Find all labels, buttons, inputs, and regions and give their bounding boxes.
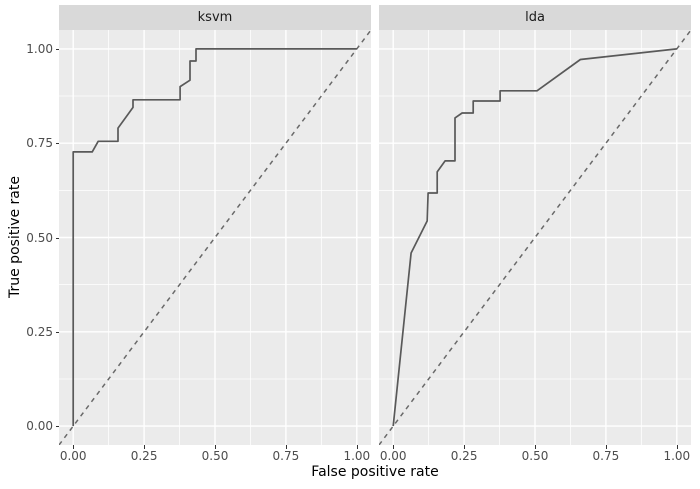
roc-panel-ksvm [59,30,371,445]
x-tick-mark [285,445,287,449]
y-tick-label: 0.50 [26,230,53,245]
facet-strip-ksvm: ksvm [59,5,371,30]
gridlines-major [379,30,691,445]
y-tick-mark [55,48,59,50]
facet-label-ksvm: ksvm [197,10,233,25]
x-tick-mark [356,445,358,449]
x-tick-label: 1.00 [663,449,691,463]
y-tick-mark [55,426,59,428]
x-tick-label: 0.25 [130,449,158,463]
x-tick-mark [464,445,466,449]
facet-strip-lda: lda [379,5,691,30]
gridlines-major [59,30,371,445]
x-tick-label: 0.75 [272,449,300,463]
x-tick-label: 0.00 [59,449,87,463]
x-tick-mark [535,445,536,449]
y-tick-label: 0.75 [26,136,53,151]
x-tick-label: 0.50 [521,449,549,463]
x-tick-mark [393,445,395,449]
x-tick-mark [144,445,146,449]
diagonal-reference-line [379,30,691,445]
roc-curve-ksvm [72,48,357,427]
y-tick-label: 0.00 [26,419,53,434]
y-tick-label: 0.25 [26,324,53,339]
x-tick-mark [676,445,678,449]
x-tick-label: 0.50 [201,449,229,463]
diagonal-reference-line [59,30,371,445]
x-tick-mark [73,445,75,449]
x-tick-mark [215,445,216,449]
x-axis-title: False positive rate [311,464,439,480]
y-tick-label: 1.00 [26,41,53,56]
y-tick-mark [55,143,59,145]
x-tick-label: 0.75 [592,449,620,463]
x-tick-mark [605,445,607,449]
x-tick-label: 0.00 [379,449,407,463]
roc-panel-lda [379,30,691,445]
roc-curve-lda [392,48,677,427]
x-tick-label: 0.25 [450,449,478,463]
y-tick-mark [55,237,59,239]
x-tick-label: 1.00 [343,449,371,463]
y-tick-mark [55,331,59,333]
facet-label-lda: lda [525,10,545,25]
